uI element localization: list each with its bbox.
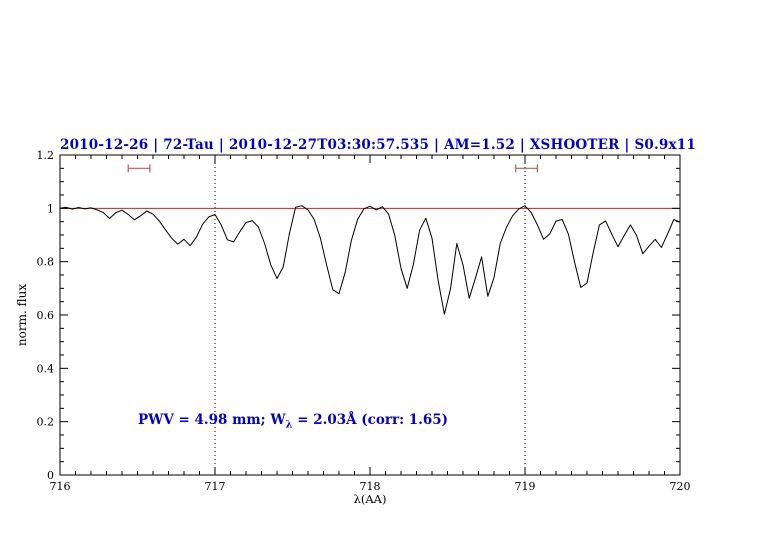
pwv-annotation: PWV = 4.98 mm; Wλ = 2.03Å (corr: 1.65) — [138, 412, 448, 431]
x-axis-label: λ(AA) — [353, 492, 387, 506]
y-tick-label: 0.6 — [37, 309, 55, 322]
y-tick-label: 0.2 — [37, 416, 55, 429]
x-tick-label: 717 — [205, 480, 226, 493]
y-tick-label: 0.8 — [37, 256, 55, 269]
spectrum-line — [59, 205, 681, 315]
x-tick-label: 719 — [515, 480, 536, 493]
pwv-annotation-prefix: PWV = 4.98 mm; W — [138, 412, 286, 428]
pwv-annotation-subscript: λ — [285, 419, 293, 431]
plot-title: 2010-12-26 | 72-Tau | 2010-12-27T03:30:5… — [60, 137, 696, 153]
y-tick-label: 1 — [47, 202, 54, 215]
y-tick-label: 0 — [47, 469, 54, 482]
x-tick-label: 718 — [360, 480, 381, 493]
y-tick-label: 0.4 — [37, 362, 55, 375]
x-tick-label: 720 — [670, 480, 691, 493]
y-axis-label: norm. flux — [15, 283, 29, 347]
x-tick-label: 716 — [50, 480, 71, 493]
pwv-annotation-suffix: = 2.03Å (corr: 1.65) — [292, 412, 449, 428]
y-tick-label: 1.2 — [37, 149, 55, 162]
